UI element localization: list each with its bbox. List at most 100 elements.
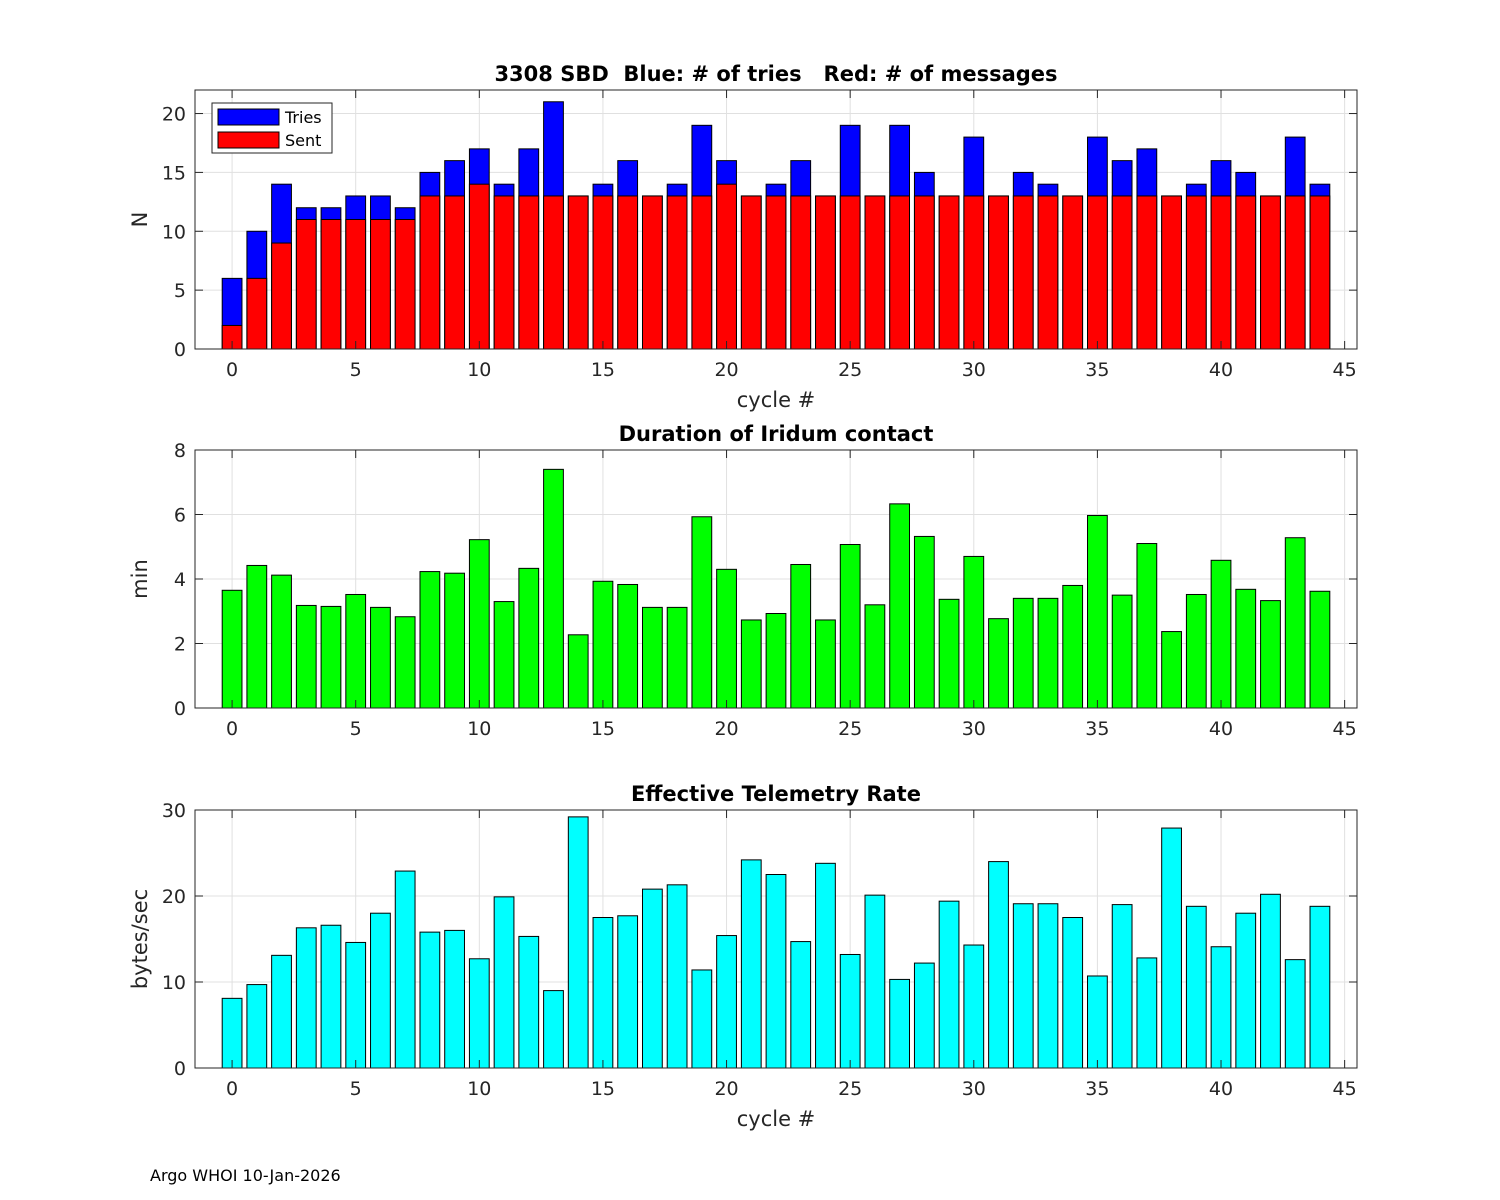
- bar-sent-10: [468, 183, 490, 350]
- bar-duration-15: [592, 580, 614, 709]
- bar-sent-37: [1136, 195, 1158, 350]
- bar-rate-27: [889, 978, 911, 1069]
- bar-rate-25: [839, 953, 861, 1069]
- chart-title: 3308 SBD Blue: # of tries Red: # of mess…: [494, 62, 1057, 86]
- chart-title: Effective Telemetry Rate: [631, 782, 921, 806]
- bar-duration-42: [1260, 600, 1281, 709]
- bar-duration-8: [419, 571, 441, 709]
- bar-rate-34: [1062, 917, 1084, 1069]
- bar-sent-38: [1161, 195, 1182, 350]
- x-tick-label: 25: [838, 359, 862, 381]
- y-tick-label: 4: [174, 569, 186, 591]
- x-axis-label: cycle #: [737, 1107, 816, 1131]
- bar-rate-18: [666, 884, 688, 1069]
- bar-rate-12: [518, 935, 540, 1069]
- y-tick-label: 30: [162, 800, 186, 822]
- x-tick-label: 20: [714, 718, 738, 740]
- bar-sent-33: [1037, 195, 1059, 350]
- x-tick-label: 10: [467, 718, 491, 740]
- y-axis-label: bytes/sec: [128, 889, 152, 989]
- bar-rate-35: [1087, 975, 1108, 1069]
- y-tick-label: 10: [162, 221, 186, 243]
- bar-duration-29: [938, 598, 960, 709]
- chart-legend: Tries Sent: [211, 102, 333, 154]
- bar-duration-20: [716, 568, 737, 709]
- bar-duration-7: [394, 616, 416, 709]
- x-tick-label: 45: [1333, 359, 1357, 381]
- y-tick-label: 10: [162, 972, 186, 994]
- bar-duration-19: [691, 516, 713, 709]
- bar-duration-30: [963, 555, 985, 709]
- bar-rate-20: [716, 935, 737, 1069]
- chart-title: Duration of Iridum contact: [619, 422, 934, 446]
- bar-duration-23: [790, 563, 812, 709]
- bar-rate-44: [1309, 905, 1331, 1069]
- legend-label-sent: Sent: [285, 131, 321, 150]
- bar-duration-32: [1012, 597, 1034, 709]
- bar-sent-6: [370, 219, 391, 350]
- legend-swatch-sent: [217, 131, 280, 149]
- bar-duration-3: [295, 604, 317, 709]
- bar-rate-33: [1037, 903, 1059, 1069]
- bar-sent-39: [1185, 195, 1207, 350]
- bar-sent-41: [1235, 195, 1257, 350]
- axes-box: [194, 89, 1358, 350]
- bar-sent-22: [765, 195, 787, 350]
- bar-rate-41: [1235, 912, 1257, 1069]
- bar-rate-17: [641, 888, 663, 1069]
- bar-sent-17: [641, 195, 663, 350]
- bar-duration-10: [468, 539, 490, 709]
- bar-rate-13: [543, 990, 564, 1069]
- bar-sent-9: [444, 195, 465, 350]
- bar-duration-38: [1161, 631, 1182, 709]
- bar-rate-1: [246, 984, 268, 1069]
- bar-duration-27: [889, 503, 911, 709]
- bar-sent-4: [320, 219, 342, 350]
- x-tick-label: 10: [467, 1078, 491, 1100]
- bar-sent-5: [345, 219, 367, 350]
- x-tick-label: 15: [591, 718, 615, 740]
- x-tick-label: 35: [1085, 718, 1109, 740]
- x-tick-label: 10: [467, 359, 491, 381]
- bar-duration-21: [740, 619, 762, 709]
- bar-duration-25: [839, 543, 861, 709]
- y-tick-label: 20: [162, 886, 186, 908]
- bar-sent-32: [1012, 195, 1034, 350]
- bar-duration-18: [666, 606, 688, 709]
- bar-duration-11: [493, 601, 515, 709]
- bar-rate-28: [913, 962, 935, 1069]
- x-tick-label: 5: [350, 1078, 362, 1100]
- x-tick-label: 5: [350, 718, 362, 740]
- bar-rate-2: [271, 954, 292, 1069]
- y-tick-label: 0: [174, 1058, 186, 1080]
- bar-rate-38: [1161, 827, 1182, 1069]
- bar-sent-27: [889, 195, 911, 350]
- bar-sent-43: [1284, 195, 1306, 350]
- x-tick-label: 30: [962, 1078, 986, 1100]
- bar-sent-26: [864, 195, 886, 350]
- y-axis-label: N: [128, 212, 152, 228]
- bar-sent-30: [963, 195, 985, 350]
- bar-sent-16: [617, 195, 639, 350]
- y-tick-label: 0: [174, 339, 186, 361]
- bar-rate-9: [444, 929, 465, 1069]
- bar-sent-1: [246, 277, 268, 350]
- x-axis-label: cycle #: [737, 388, 816, 412]
- bar-sent-3: [295, 219, 317, 350]
- bar-duration-2: [271, 574, 292, 709]
- axes-box: [194, 809, 1358, 1069]
- chart-panel-2: 0 5 10 15 20 25 30 35 40 45 0 2 4 6 8 Duration of Iridu…: [128, 422, 1358, 740]
- y-axis-label: min: [128, 559, 152, 599]
- bar-rate-36: [1111, 904, 1133, 1069]
- x-tick-label: 35: [1085, 1078, 1109, 1100]
- x-tick-label: 45: [1333, 1078, 1357, 1100]
- bar-rate-19: [691, 969, 713, 1069]
- bar-sent-20: [716, 183, 737, 350]
- y-tick-label: 8: [174, 440, 186, 462]
- bar-duration-24: [815, 619, 836, 709]
- bar-rate-4: [320, 924, 342, 1069]
- bar-rate-8: [419, 931, 441, 1069]
- legend-label-tries: Tries: [284, 108, 322, 127]
- y-tick-label: 20: [162, 104, 186, 126]
- bar-duration-12: [518, 567, 540, 709]
